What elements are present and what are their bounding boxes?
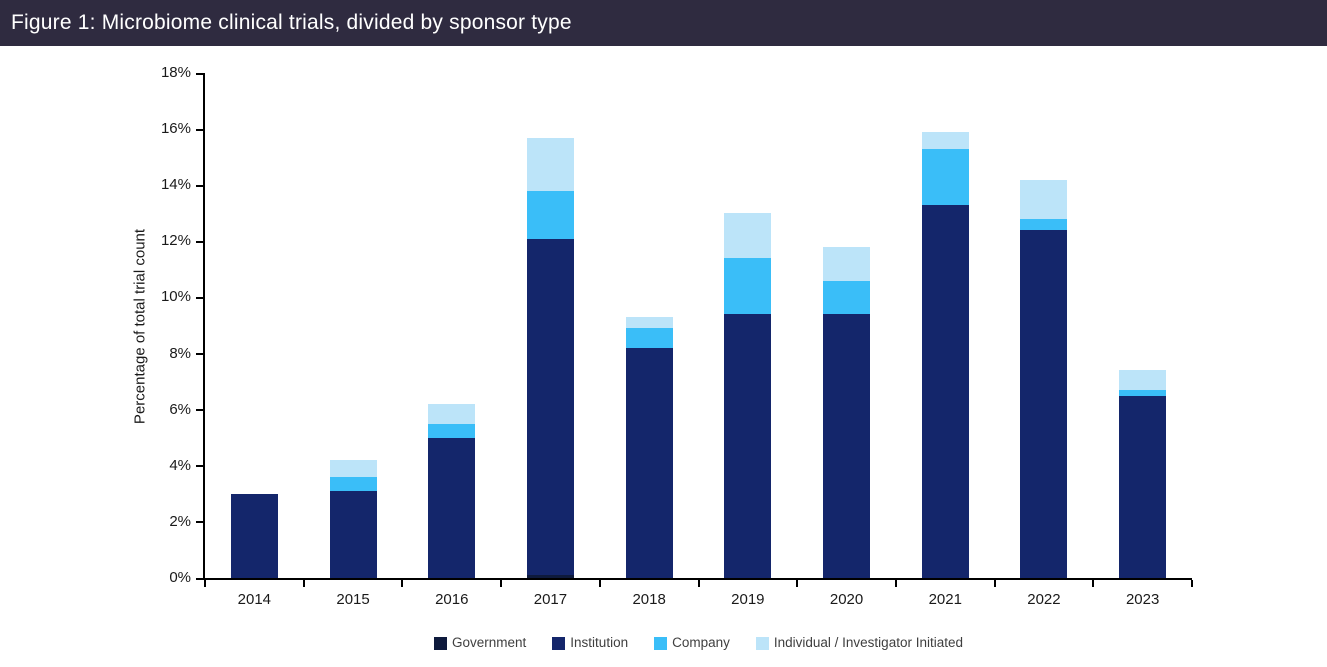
y-tick-label: 6%	[169, 400, 191, 418]
x-tick-mark	[993, 580, 996, 587]
x-tick-mark	[1191, 580, 1193, 587]
legend-label-institution: Institution	[570, 635, 629, 650]
bar-segment-company-2022	[1020, 218, 1068, 231]
bar-segment-company-2018	[625, 328, 673, 348]
y-tick-label: 0%	[169, 569, 191, 586]
x-category-label-2020: 2020	[829, 591, 864, 608]
x-tick-mark	[598, 580, 601, 587]
bar-segment-individual-investigator-initiated-2023	[1119, 370, 1167, 390]
x-tick-mark	[401, 580, 404, 587]
bar-segment-institution-2017	[526, 238, 574, 576]
y-tick-mark	[196, 128, 203, 131]
y-tick-label: 2%	[169, 512, 191, 530]
bar-segment-company-2021	[921, 148, 969, 205]
y-tick-mark	[196, 409, 203, 412]
bar-segment-company-2023	[1119, 390, 1167, 396]
bar-segment-company-2019	[724, 258, 772, 315]
legend-swatch-company	[654, 636, 668, 650]
bar-segment-individual-investigator-initiated-2018	[625, 317, 673, 329]
bar-segment-institution-2022	[1020, 230, 1068, 578]
bar-segment-institution-2016	[428, 437, 476, 578]
bar-segment-institution-2023	[1119, 395, 1167, 578]
bar-segment-company-2020	[823, 280, 871, 315]
bar-segment-individual-investigator-initiated-2017	[526, 137, 574, 191]
x-tick-mark	[302, 580, 305, 587]
y-tick-mark	[196, 465, 203, 468]
legend-item-individual-investigator-initiated: Individual / Investigator Initiated	[755, 635, 963, 650]
x-category-label-2014: 2014	[237, 591, 272, 608]
x-tick-mark	[1092, 580, 1095, 587]
x-category-label-2023: 2023	[1125, 591, 1160, 608]
bar-segment-company-2017	[526, 190, 574, 239]
bar-segment-company-2015	[329, 477, 377, 492]
bar-segment-individual-investigator-initiated-2015	[329, 460, 377, 477]
legend-label-company: Company	[672, 635, 730, 650]
x-category-label-2015: 2015	[336, 591, 370, 608]
legend-swatch-institution	[552, 636, 566, 650]
x-category-label-2021: 2021	[928, 591, 962, 608]
bar-segment-government-2017	[526, 575, 574, 578]
legend-item-institution: Institution	[552, 636, 628, 650]
figure-title: Figure 1: Microbiome clinical trials, di…	[11, 11, 572, 34]
bar-segment-institution-2020	[823, 314, 871, 578]
y-tick-label: 10%	[160, 288, 191, 306]
x-tick-mark	[894, 580, 897, 587]
y-tick-mark	[196, 184, 203, 187]
bar-segment-institution-2015	[329, 491, 377, 578]
y-tick-label: 12%	[160, 232, 191, 250]
x-tick-mark	[697, 580, 700, 587]
bar-segment-institution-2019	[724, 314, 772, 578]
x-category-label-2018: 2018	[632, 591, 666, 608]
chart-legend: Government Institution Company Individual /…	[205, 636, 1192, 650]
legend-item-company: Company	[654, 636, 730, 650]
y-tick-mark	[196, 296, 203, 299]
legend-label-government: Government	[452, 635, 527, 650]
y-axis-line	[203, 73, 205, 580]
x-tick-mark	[204, 580, 206, 587]
x-category-label-2019: 2019	[731, 591, 765, 608]
bar-segment-institution-2018	[625, 347, 673, 578]
legend-label-individual-investigator-initiated: Individual / Investigator Initiated	[773, 635, 963, 650]
stacked-bar-chart: Percentage of total trial count 0% 2% 4% 6%…	[0, 46, 1327, 667]
y-tick-label: 4%	[169, 456, 191, 474]
y-tick-mark	[196, 240, 203, 243]
x-category-label-2016: 2016	[435, 591, 469, 608]
legend-swatch-government	[434, 636, 447, 650]
bar-segment-individual-investigator-initiated-2016	[428, 404, 476, 424]
bar-segment-individual-investigator-initiated-2020	[823, 246, 871, 281]
bar-segment-institution-2014	[230, 493, 278, 578]
y-tick-label: 14%	[160, 176, 191, 194]
bar-segment-individual-investigator-initiated-2019	[724, 213, 772, 259]
y-tick-label: 16%	[160, 120, 191, 138]
y-tick-label: 8%	[169, 344, 191, 362]
x-category-label-2017: 2017	[533, 591, 568, 608]
y-tick-mark	[196, 577, 203, 580]
x-tick-mark	[500, 580, 503, 587]
figure-title-bar: Figure 1: Microbiome clinical trials, di…	[0, 0, 1327, 46]
legend-swatch-individual-investigator-initiated	[755, 636, 769, 650]
bar-segment-institution-2021	[921, 204, 969, 578]
x-tick-mark	[796, 580, 799, 587]
y-tick-mark	[196, 72, 203, 75]
x-axis-line	[203, 578, 1192, 580]
x-category-label-2022: 2022	[1027, 591, 1061, 608]
y-tick-mark	[196, 353, 203, 356]
legend-item-government: Government	[434, 636, 526, 650]
bar-segment-individual-investigator-initiated-2021	[921, 131, 969, 149]
bar-segment-individual-investigator-initiated-2022	[1020, 179, 1068, 219]
bar-segment-company-2016	[428, 423, 476, 438]
y-tick-mark	[196, 521, 203, 524]
y-tick-label: 18%	[160, 64, 191, 81]
